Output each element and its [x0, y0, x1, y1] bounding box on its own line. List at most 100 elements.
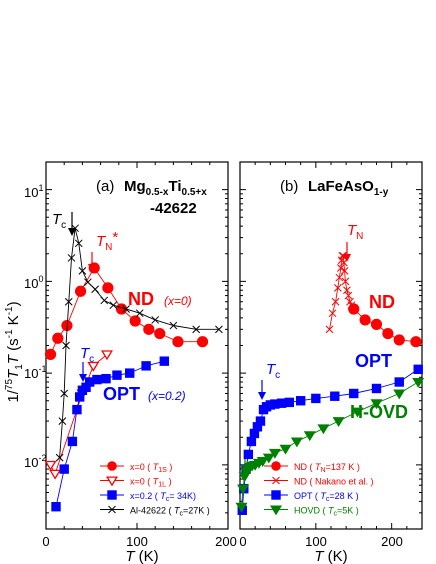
annot-a-tc2: Tc	[80, 345, 94, 365]
data-point	[412, 378, 425, 388]
data-point	[55, 453, 64, 462]
data-point	[129, 315, 141, 327]
data-point	[141, 361, 151, 371]
series-line-2	[241, 368, 419, 511]
data-point	[351, 407, 364, 418]
legend-marker	[270, 505, 282, 516]
x-tick-labels-a: 0 100 200	[42, 534, 236, 549]
data-point	[196, 336, 209, 348]
data-point	[64, 297, 73, 306]
data-point	[256, 457, 269, 467]
data-point	[109, 301, 118, 310]
x-axis-title-b: T (K)	[314, 548, 347, 564]
legend-marker	[271, 490, 281, 500]
legend-label: ND ( TN=137 K )	[294, 462, 360, 474]
data-point	[333, 283, 342, 292]
arrowhead-b-tn	[343, 254, 351, 262]
data-point	[382, 327, 394, 340]
data-point	[122, 305, 130, 313]
legend-label: ND ( Nakano et al. )	[294, 477, 374, 487]
annot-b-hovd: H-OVD	[350, 402, 408, 422]
data-point	[246, 436, 257, 447]
panel-a-ticks	[45, 161, 229, 530]
annot-b-tc: Tc	[266, 361, 280, 381]
data-point	[370, 399, 383, 410]
data-point	[44, 460, 57, 471]
annot-b-tn: TN	[347, 222, 363, 242]
xtick-a-200: 200	[215, 534, 237, 549]
data-point	[71, 224, 79, 233]
panel-a-title: (a)	[96, 178, 114, 195]
annot-a-nd-sub: (x=0)	[164, 294, 192, 308]
panel-b-title: (b)	[280, 178, 298, 195]
data-point	[58, 417, 67, 425]
annot-a-opt: OPT	[103, 384, 140, 404]
data-point	[328, 309, 337, 318]
data-point	[330, 391, 340, 401]
data-point	[62, 341, 70, 350]
annot-b-opt: OPT	[355, 351, 392, 371]
arrowhead-a-tc2	[79, 374, 87, 382]
legend-marker	[108, 505, 116, 514]
data-point	[347, 301, 356, 310]
legend-label: x=0.2 ( Tc= 34K)	[130, 491, 196, 503]
data-point	[49, 469, 62, 480]
panel-b-frame	[239, 161, 423, 530]
legend-marker	[107, 490, 117, 500]
data-point	[44, 348, 57, 360]
data-point	[84, 278, 92, 287]
data-point	[303, 431, 316, 442]
data-point	[340, 258, 348, 267]
data-point	[101, 373, 111, 384]
data-point	[410, 336, 422, 348]
data-point	[215, 325, 223, 334]
data-point	[100, 350, 113, 361]
data-point	[413, 364, 423, 375]
data-point	[393, 334, 405, 346]
panel-b-ticks	[239, 161, 423, 530]
panel-b-compound: LaFeAsO1-y	[308, 178, 389, 198]
panel-a-compound: Mg0.5-xTi0.5+x	[124, 178, 207, 198]
legend-marker	[272, 476, 280, 485]
legend-label: OPT ( Tc=28 K )	[294, 491, 359, 503]
xtick-b-100: 100	[305, 534, 327, 549]
data-point	[325, 325, 334, 334]
series-line-1	[329, 255, 352, 330]
data-point	[331, 297, 340, 306]
data-point	[394, 377, 404, 387]
y-axis-title: 1/75T1T (s-1 K-1)	[4, 301, 25, 402]
legend-a: x=0 ( T1S ) x=0 ( T1L ) x=0.2 ( Tc= 34K) Al…	[100, 461, 210, 518]
data-point	[67, 254, 76, 262]
arrowhead-b-tc	[258, 392, 266, 400]
legend-marker	[106, 476, 118, 487]
data-point	[339, 251, 347, 260]
data-point	[88, 262, 100, 274]
data-point	[337, 264, 345, 272]
data-point	[243, 449, 254, 460]
data-point	[169, 321, 178, 330]
data-point	[51, 502, 61, 512]
panel-a-compound-line2: -42622	[150, 200, 197, 217]
xtick-b-0: 0	[239, 534, 246, 549]
data-point	[235, 502, 248, 513]
ytick-1e-1: 10-1	[24, 364, 46, 381]
data-point	[332, 417, 345, 427]
annot-a-tc: Tc	[52, 211, 66, 231]
annot-a-tn: TN*	[96, 229, 118, 253]
data-point	[255, 416, 266, 426]
data-point	[344, 291, 353, 300]
data-point	[125, 368, 135, 378]
series-line-3	[59, 228, 219, 458]
ytick-1e-2: 10-2	[24, 453, 46, 470]
data-point	[74, 239, 83, 248]
ytick-1e1: 101	[24, 183, 43, 200]
data-point	[311, 393, 321, 404]
legend-b: ND ( TN=137 K ) ND ( Nakano et al. ) OPT (…	[264, 461, 374, 518]
data-point	[268, 448, 281, 459]
data-point	[92, 374, 102, 385]
data-point	[151, 316, 160, 324]
panel-a-data	[44, 224, 223, 512]
data-point	[87, 361, 100, 372]
legend-marker	[107, 461, 117, 471]
data-point	[59, 464, 69, 474]
